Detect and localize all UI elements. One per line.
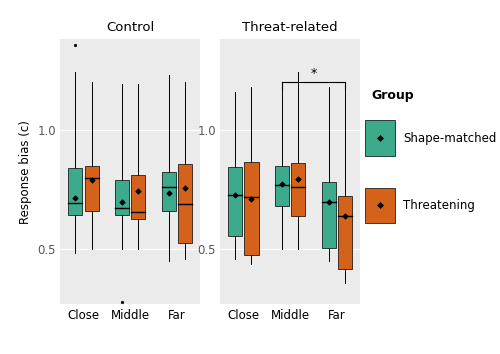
Bar xyxy=(178,164,192,243)
Y-axis label: Response bias (c): Response bias (c) xyxy=(18,120,32,224)
Bar xyxy=(244,162,258,255)
Bar xyxy=(68,168,82,215)
Text: Group: Group xyxy=(372,88,414,102)
Bar xyxy=(228,167,242,236)
Bar xyxy=(162,172,175,211)
Bar xyxy=(275,166,289,206)
Text: Threatening: Threatening xyxy=(403,199,474,212)
Bar xyxy=(338,196,352,269)
Bar xyxy=(131,175,145,219)
Bar xyxy=(115,180,129,215)
Title: Control: Control xyxy=(106,21,154,34)
Bar xyxy=(84,166,98,211)
Bar xyxy=(291,163,305,216)
Text: Shape-matched: Shape-matched xyxy=(403,132,496,144)
Title: Threat-related: Threat-related xyxy=(242,21,338,34)
Bar xyxy=(322,182,336,247)
Text: *: * xyxy=(310,67,316,80)
